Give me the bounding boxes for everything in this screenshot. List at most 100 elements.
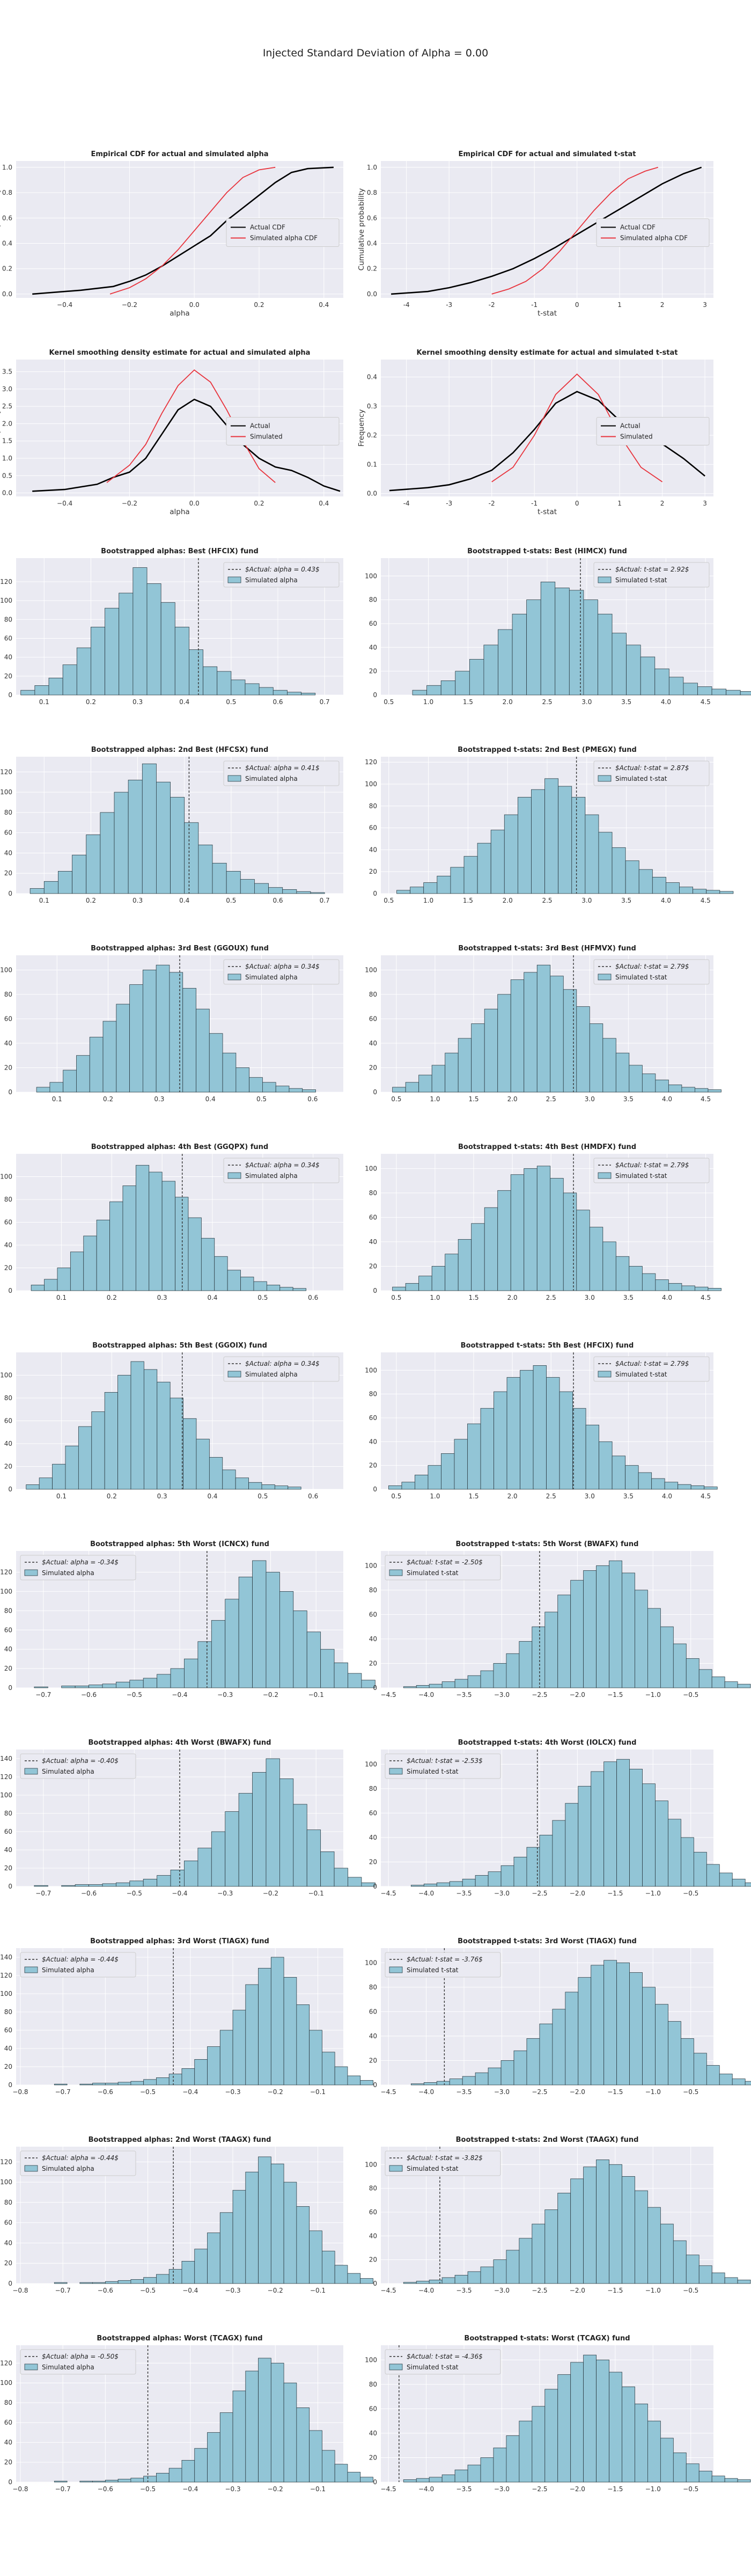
histogram-bar bbox=[102, 1684, 116, 1688]
histogram-bar bbox=[274, 1485, 289, 1490]
histogram-bar bbox=[207, 2046, 220, 2085]
histogram-bar bbox=[673, 1643, 687, 1688]
x-tick-label: 0.4 bbox=[179, 698, 189, 706]
x-tick-label: −3.0 bbox=[494, 2485, 510, 2493]
y-tick-label: 80 bbox=[369, 1785, 377, 1792]
histogram-bar bbox=[557, 2374, 571, 2483]
histogram-bar bbox=[428, 1465, 441, 1490]
y-tick-label: 40 bbox=[4, 654, 12, 661]
legend-label-simulated: Simulated alpha bbox=[42, 1569, 94, 1577]
histogram-bar bbox=[571, 797, 586, 894]
histogram-bar bbox=[347, 2472, 361, 2483]
subplot-title: Bootstrapped t-stats: 2nd Best (PMEGX) f… bbox=[458, 746, 637, 754]
histogram-bar bbox=[642, 1783, 656, 1887]
y-tick-label: 100 bbox=[365, 572, 377, 580]
histogram-bar bbox=[686, 2255, 700, 2284]
y-tick-label: 0.0 bbox=[367, 490, 377, 497]
legend-swatch-simulated bbox=[24, 1966, 38, 1973]
legend-box bbox=[223, 1158, 340, 1183]
histogram-bar bbox=[500, 1865, 514, 1887]
histogram-bar bbox=[449, 2079, 463, 2085]
x-tick-label: −1.0 bbox=[645, 1890, 661, 1897]
histogram-bar bbox=[240, 1277, 254, 1291]
legend: $Actual: alpha = 0.34$ Simulated alpha bbox=[223, 1158, 340, 1183]
y-tick-label: 20 bbox=[369, 2057, 377, 2064]
histogram-bar bbox=[76, 1055, 90, 1093]
x-axis-label: alpha bbox=[170, 508, 189, 516]
histogram-bar bbox=[78, 1426, 92, 1490]
y-tick-label: 80 bbox=[4, 991, 12, 998]
x-tick-label: 0.2 bbox=[107, 1294, 117, 1301]
histogram-bar bbox=[531, 789, 545, 894]
histogram-bar bbox=[142, 969, 157, 1093]
histogram-bar bbox=[694, 1286, 709, 1291]
histogram-bar bbox=[497, 1190, 511, 1291]
histogram-bar bbox=[34, 685, 49, 696]
histogram-bar bbox=[638, 869, 653, 894]
histogram-bar bbox=[115, 1681, 130, 1688]
y-axis-label: Frequency bbox=[357, 409, 366, 447]
histogram-bar bbox=[500, 2060, 514, 2085]
histogram-bar bbox=[711, 689, 727, 696]
legend: $Actual: alpha = 0.41$ Simulated alpha bbox=[223, 760, 340, 786]
x-tick-label: 2 bbox=[660, 500, 665, 507]
subplot-title: Bootstrapped alphas: 4th Worst (BWAFX) f… bbox=[89, 1739, 271, 1747]
y-tick-label: 100 bbox=[0, 1173, 12, 1181]
histogram-bar bbox=[651, 1478, 665, 1490]
y-tick-label: 40 bbox=[4, 1645, 12, 1653]
histogram-bar bbox=[184, 1860, 198, 1887]
histogram-bar bbox=[279, 1591, 294, 1688]
histogram-bar bbox=[591, 1771, 605, 1887]
histogram-bar bbox=[54, 2480, 68, 2483]
y-tick-label: 80 bbox=[369, 596, 377, 604]
histogram-bar bbox=[403, 1686, 417, 1688]
legend-label: Actual bbox=[250, 422, 270, 430]
legend: $Actual: t-stat = -2.50$ Simulated t-stat bbox=[385, 1555, 501, 1580]
histogram-bar bbox=[706, 2065, 720, 2085]
legend-swatch-simulated bbox=[227, 1371, 241, 1378]
y-tick-label: 20 bbox=[4, 1864, 12, 1872]
x-tick-label: 3.5 bbox=[623, 1492, 634, 1500]
y-tick-label: 20 bbox=[369, 1659, 377, 1667]
histogram-bar bbox=[70, 1252, 84, 1291]
legend-label: Actual bbox=[620, 422, 640, 430]
histogram-bar bbox=[598, 832, 613, 894]
histogram-bar bbox=[102, 1021, 117, 1093]
y-tick-label: 0.8 bbox=[367, 189, 377, 196]
histogram-bar bbox=[296, 891, 311, 894]
x-tick-label: 0.6 bbox=[273, 897, 283, 904]
histogram-bar bbox=[261, 1484, 275, 1490]
x-tick-label: −2.0 bbox=[570, 2088, 585, 2096]
histogram-bar bbox=[475, 1875, 489, 1887]
histogram-bar bbox=[655, 1279, 669, 1291]
histogram-bar bbox=[197, 1848, 212, 1887]
histogram-bar bbox=[539, 2023, 553, 2085]
x-tick-label: 3.5 bbox=[621, 897, 631, 904]
histogram-bar bbox=[20, 690, 35, 696]
x-tick-label: -3 bbox=[446, 301, 452, 309]
y-tick-label: 20 bbox=[4, 2259, 12, 2267]
x-tick-label: 0.4 bbox=[207, 1294, 217, 1301]
histogram-bar bbox=[302, 1089, 316, 1093]
subplot-title: Kernel smoothing density estimate for ac… bbox=[49, 349, 311, 357]
histogram-bar bbox=[130, 2279, 144, 2284]
x-tick-label: 0.7 bbox=[320, 897, 330, 904]
legend: $Actual: t-stat = 2.79$ Simulated t-stat bbox=[593, 1158, 710, 1183]
histogram-bar bbox=[253, 1281, 267, 1291]
histogram-bar bbox=[266, 1758, 280, 1887]
x-tick-label: 4.0 bbox=[662, 1492, 672, 1500]
y-tick-label: 120 bbox=[0, 1972, 12, 1979]
histogram-bar bbox=[480, 1408, 494, 1490]
legend-swatch-simulated bbox=[389, 1569, 403, 1576]
histogram-bar bbox=[544, 778, 559, 894]
legend: $Actual: t-stat = 2.79$ Simulated t-stat bbox=[593, 1356, 710, 1382]
histogram-bar bbox=[455, 671, 470, 696]
histogram-bar bbox=[490, 830, 505, 894]
x-tick-label: 0.4 bbox=[319, 301, 329, 309]
x-tick-label: −4.0 bbox=[418, 2088, 434, 2096]
x-tick-label: −2.5 bbox=[532, 2287, 547, 2294]
x-tick-label: 3.0 bbox=[585, 1095, 595, 1103]
histogram-bar bbox=[609, 2372, 622, 2483]
y-tick-label: 0.6 bbox=[367, 214, 377, 222]
legend: $Actual: alpha = 0.34$ Simulated alpha bbox=[223, 959, 340, 985]
